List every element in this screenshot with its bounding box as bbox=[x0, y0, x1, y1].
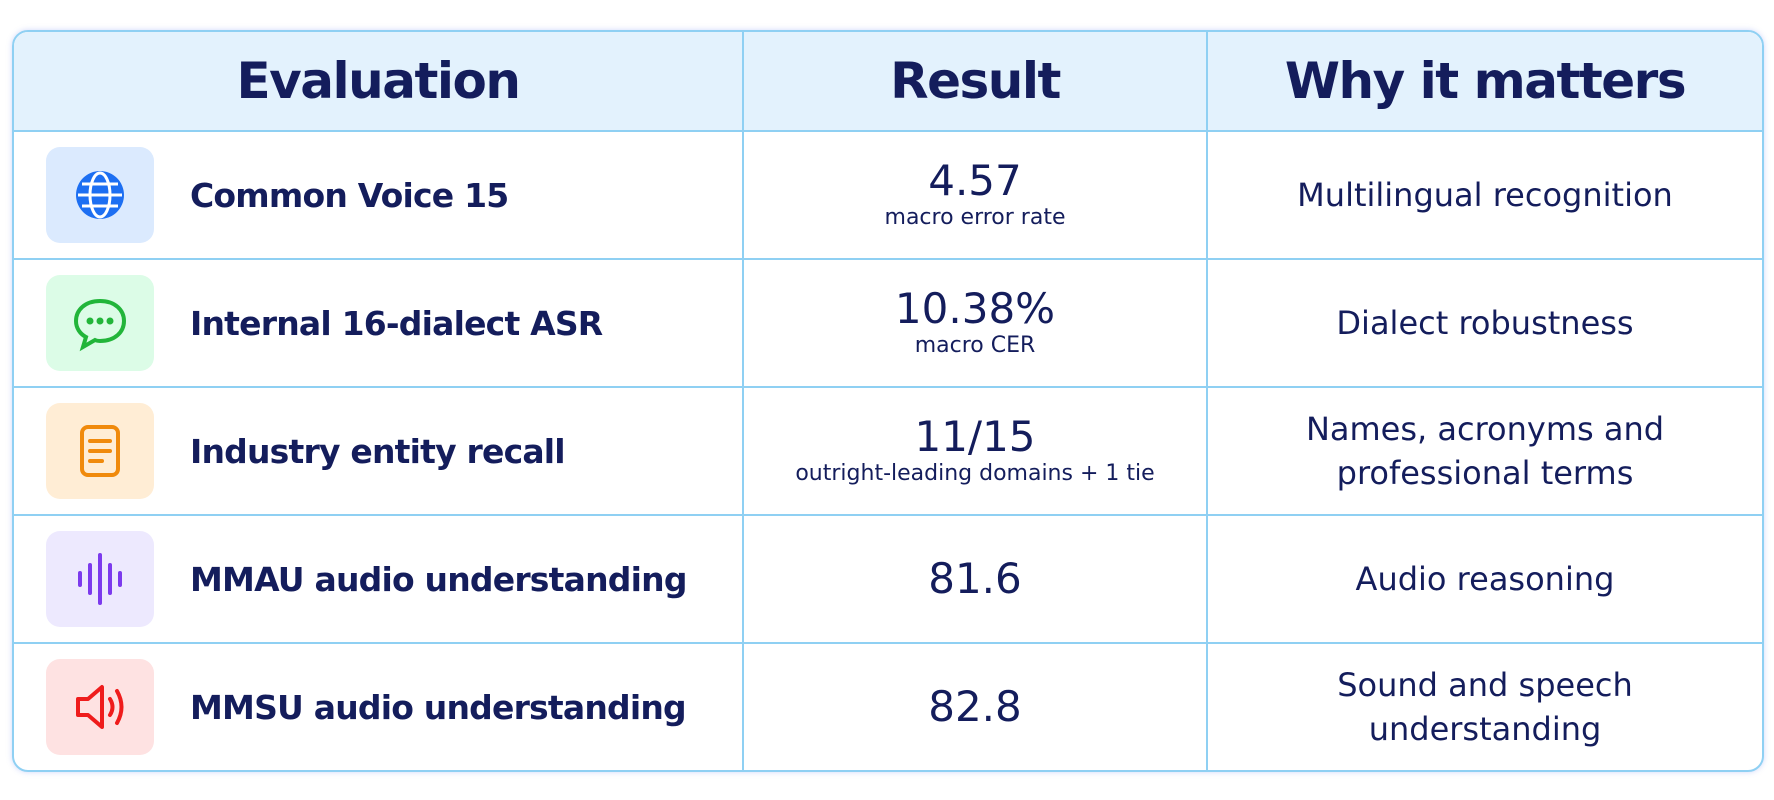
why-cell: Audio reasoning bbox=[1206, 516, 1762, 642]
evaluation-name: Internal 16-dialect ASR bbox=[190, 303, 603, 343]
result-value: 4.57 bbox=[928, 156, 1022, 205]
why-text: Dialect robustness bbox=[1336, 304, 1634, 342]
evaluation-cell: Common Voice 15 bbox=[14, 132, 742, 258]
icon-graphic bbox=[76, 685, 124, 729]
table-row: Common Voice 15 4.57 macro error rate Multi… bbox=[14, 130, 1762, 258]
evaluation-cell: MMSU audio understanding bbox=[14, 644, 742, 770]
why-text: Multilingual recognition bbox=[1297, 176, 1673, 214]
result-value: 81.6 bbox=[928, 554, 1022, 603]
header-cell: Why it matters bbox=[1206, 32, 1762, 130]
result-note: macro error rate bbox=[884, 205, 1066, 230]
result-cell: 81.6 bbox=[742, 516, 1206, 642]
icon bbox=[46, 403, 154, 499]
evaluation-name: MMAU audio understanding bbox=[190, 559, 687, 599]
result-cell: 11/15 outright-leading domains + 1 tie bbox=[742, 388, 1206, 514]
evaluation-cell: Industry entity recall bbox=[14, 388, 742, 514]
results-table: Evaluation Result Why it matters Common … bbox=[12, 30, 1764, 772]
result-note: outright-leading domains + 1 tie bbox=[795, 461, 1155, 486]
result-cell: 4.57 macro error rate bbox=[742, 132, 1206, 258]
icon bbox=[46, 147, 154, 243]
icon-graphic bbox=[78, 553, 122, 605]
header-cell: Evaluation bbox=[236, 52, 521, 110]
why-text: professional terms bbox=[1336, 454, 1634, 492]
why-text: understanding bbox=[1368, 710, 1602, 748]
header-cell: Result bbox=[742, 32, 1206, 130]
table-row: Internal 16-dialect ASR 10.38% macro CER Di… bbox=[14, 258, 1762, 386]
icon-graphic bbox=[80, 425, 120, 477]
icon-graphic bbox=[73, 298, 127, 352]
evaluation-name: MMSU audio understanding bbox=[190, 687, 687, 727]
evaluation-cell: Internal 16-dialect ASR bbox=[14, 260, 742, 386]
why-cell: Dialect robustness bbox=[1206, 260, 1762, 386]
table-row: MMAU audio understanding 81.6 Audio reason… bbox=[14, 514, 1762, 642]
why-text: Audio reasoning bbox=[1355, 560, 1615, 598]
result-value: 82.8 bbox=[928, 682, 1022, 731]
icon bbox=[46, 531, 154, 627]
result-cell: 82.8 bbox=[742, 644, 1206, 770]
why-cell: Multilingual recognition bbox=[1206, 132, 1762, 258]
result-note: macro CER bbox=[914, 333, 1036, 358]
result-cell: 10.38% macro CER bbox=[742, 260, 1206, 386]
result-value: 11/15 bbox=[914, 412, 1036, 461]
header-row: Evaluation Result Why it matters bbox=[14, 32, 1762, 130]
icon-graphic bbox=[76, 171, 124, 219]
result-value: 10.38% bbox=[894, 284, 1056, 333]
why-cell: Names, acronyms and professional terms bbox=[1206, 388, 1762, 514]
why-cell: Sound and speech understanding bbox=[1206, 644, 1762, 770]
why-text: Sound and speech bbox=[1337, 666, 1633, 704]
icon bbox=[46, 659, 154, 755]
table-row: Industry entity recall 11/15 outright-lead… bbox=[14, 386, 1762, 514]
evaluation-cell: MMAU audio understanding bbox=[14, 516, 742, 642]
table-row: MMSU audio understanding 82.8 Sound and sp… bbox=[14, 642, 1762, 770]
evaluation-name: Common Voice 15 bbox=[190, 175, 509, 215]
icon bbox=[46, 275, 154, 371]
evaluation-name: Industry entity recall bbox=[190, 431, 566, 471]
why-text: Names, acronyms and bbox=[1305, 410, 1665, 448]
